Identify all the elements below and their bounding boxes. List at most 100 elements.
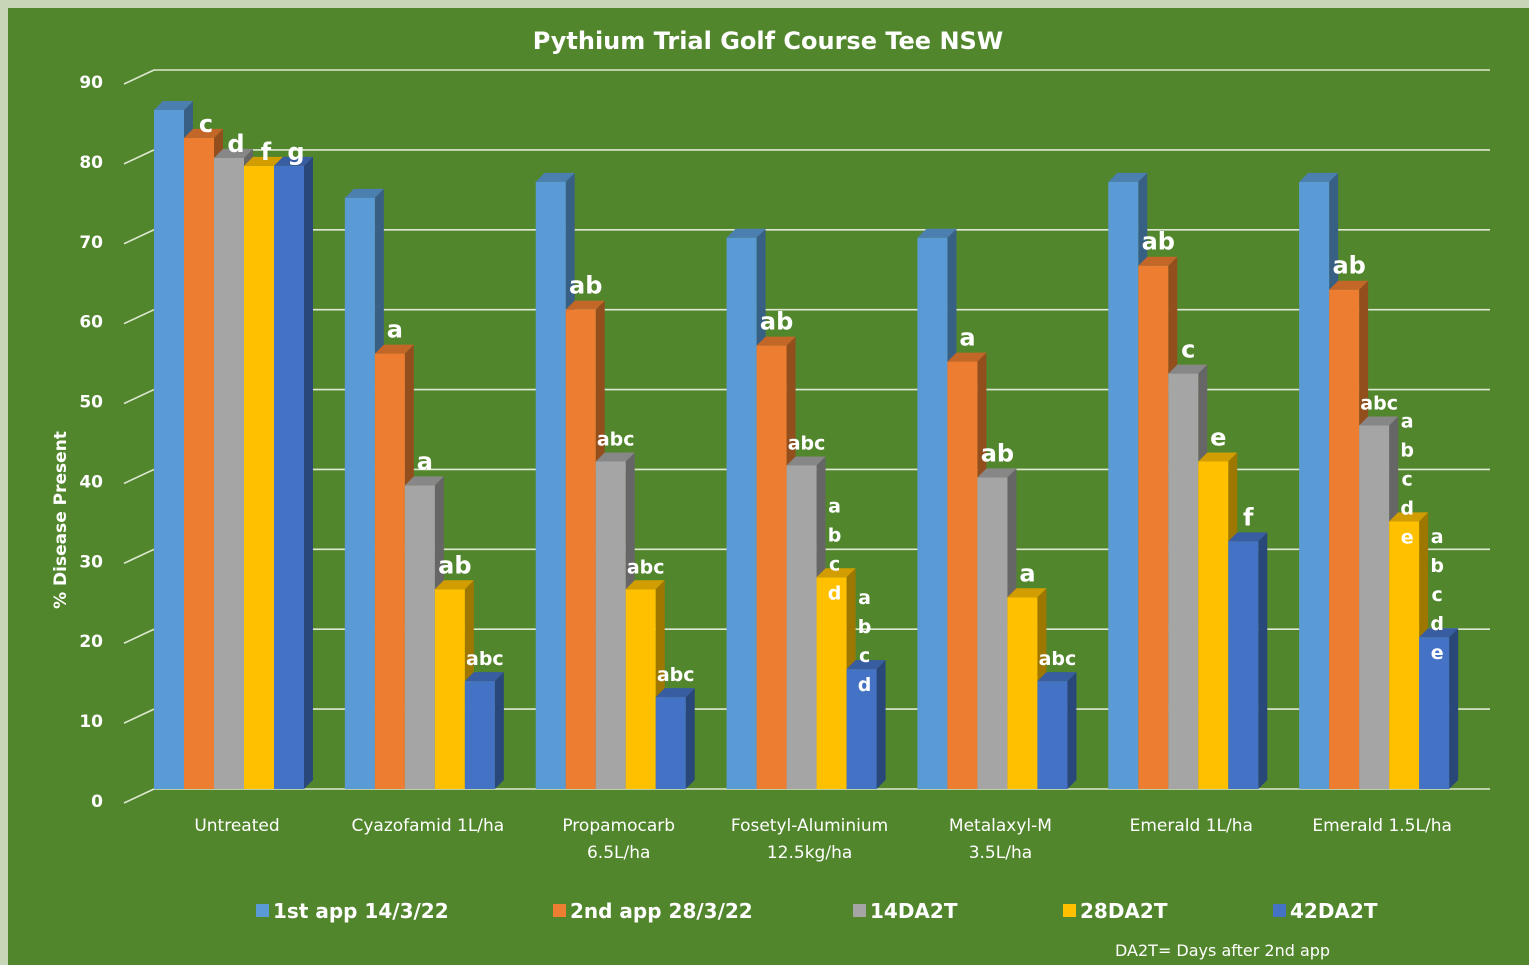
category-label: Cyazofamid 1L/ha xyxy=(351,816,504,836)
gridline-depth xyxy=(123,388,155,405)
chart-title: Pythium Trial Golf Course Tee NSW xyxy=(533,27,1004,55)
bar xyxy=(816,577,847,789)
bars xyxy=(154,100,1459,790)
gridline-depth xyxy=(123,308,155,325)
bar-top xyxy=(1198,452,1238,462)
chart-frame: Pythium Trial Golf Course Tee NSW % Dise… xyxy=(8,8,1529,965)
bar-top xyxy=(274,156,313,166)
significance-label: a xyxy=(1019,559,1035,587)
significance-label: d xyxy=(227,130,244,158)
significance-label: abc xyxy=(627,556,665,578)
bar-side xyxy=(876,660,886,789)
bar xyxy=(244,165,274,789)
y-axis-label: % Disease Present xyxy=(51,431,71,609)
bar xyxy=(1389,521,1420,789)
legend-swatch xyxy=(1273,904,1286,917)
bar-top xyxy=(1138,256,1178,266)
bar-top xyxy=(434,580,474,590)
significance-label: abc xyxy=(1039,648,1077,670)
bar xyxy=(1007,597,1038,789)
significance-label: a xyxy=(417,447,433,475)
gridline-depth xyxy=(123,69,155,85)
bar xyxy=(214,157,244,789)
category-label: Metalaxyl-M 3.5L/ha xyxy=(949,816,1052,863)
legend-swatch xyxy=(853,904,866,917)
bar-side xyxy=(685,688,695,789)
significance-label: ab xyxy=(760,308,793,336)
significance-label: c xyxy=(199,110,213,138)
significance-label: g xyxy=(287,138,304,166)
bar-top xyxy=(464,672,504,682)
bar-top xyxy=(816,568,856,578)
bar-top xyxy=(1228,532,1268,542)
gridline-depth xyxy=(123,708,155,724)
bar xyxy=(535,181,566,789)
significance-label: ab xyxy=(569,272,602,300)
gridline-depth xyxy=(123,149,155,165)
bar-side xyxy=(1449,628,1459,789)
bar xyxy=(846,669,877,789)
y-tick-label: 10 xyxy=(79,712,103,732)
legend-swatch xyxy=(1063,904,1076,917)
bar-top xyxy=(595,452,635,462)
bar-top xyxy=(786,456,826,466)
bar xyxy=(374,353,405,789)
bar xyxy=(947,361,978,789)
bar-top xyxy=(1419,628,1459,638)
bar xyxy=(917,237,948,789)
category-label: Emerald 1L/ha xyxy=(1130,816,1253,836)
bar xyxy=(184,137,214,790)
bar-top xyxy=(846,660,886,670)
bar xyxy=(786,465,817,789)
gridline-depth xyxy=(123,468,155,485)
significance-label: a xyxy=(959,324,975,352)
legend: 1st app 14/3/22 2nd app 28/3/22 14DA2T 28DA… xyxy=(256,899,1378,923)
bar xyxy=(404,485,435,789)
bar-top xyxy=(655,688,695,698)
bar-top xyxy=(374,344,414,354)
category-label: Fosetyl-Aluminium 12.5kg/ha xyxy=(731,816,888,863)
gridline-depth xyxy=(123,788,155,804)
y-axis-ticks: 0 10 20 30 40 50 60 70 80 90 xyxy=(79,73,103,812)
bar xyxy=(625,589,656,789)
x-axis-categories: Untreated Cyazofamid 1L/ha Propamocarb 6.5L… xyxy=(194,816,1452,863)
y-tick-label: 90 xyxy=(79,73,103,93)
y-tick-label: 70 xyxy=(79,233,103,253)
bar xyxy=(1168,373,1199,789)
bar-top xyxy=(977,468,1017,478)
bar-side xyxy=(1258,532,1268,789)
significance-label: f xyxy=(1243,503,1254,531)
bar-top xyxy=(947,352,987,362)
bar xyxy=(1419,637,1450,789)
bar xyxy=(565,309,596,789)
y-tick-label: 40 xyxy=(79,472,103,492)
bar xyxy=(1198,461,1229,789)
legend-label: 42DA2T xyxy=(1290,899,1378,923)
bar xyxy=(1108,181,1139,789)
bar-side xyxy=(304,156,313,789)
bar-top xyxy=(535,172,575,182)
y-tick-label: 0 xyxy=(91,792,103,812)
significance-label: abc xyxy=(1360,393,1398,415)
category-label: Propamocarb 6.5L/ha xyxy=(562,816,675,863)
significance-label: abc xyxy=(597,428,635,450)
bar-top xyxy=(154,100,193,110)
bar xyxy=(274,165,304,789)
bar-top xyxy=(1299,172,1339,182)
bar xyxy=(595,461,626,789)
bar-top xyxy=(625,580,665,590)
gridline-depth xyxy=(123,548,155,565)
bar-top xyxy=(344,188,384,198)
bar xyxy=(464,681,495,789)
gridline-depth xyxy=(123,628,155,644)
bar xyxy=(726,237,757,789)
bar-top xyxy=(214,148,253,158)
bar-top xyxy=(726,228,766,238)
gridline-depth xyxy=(123,229,155,245)
y-tick-label: 50 xyxy=(79,393,103,413)
significance-label: a xyxy=(387,316,403,344)
